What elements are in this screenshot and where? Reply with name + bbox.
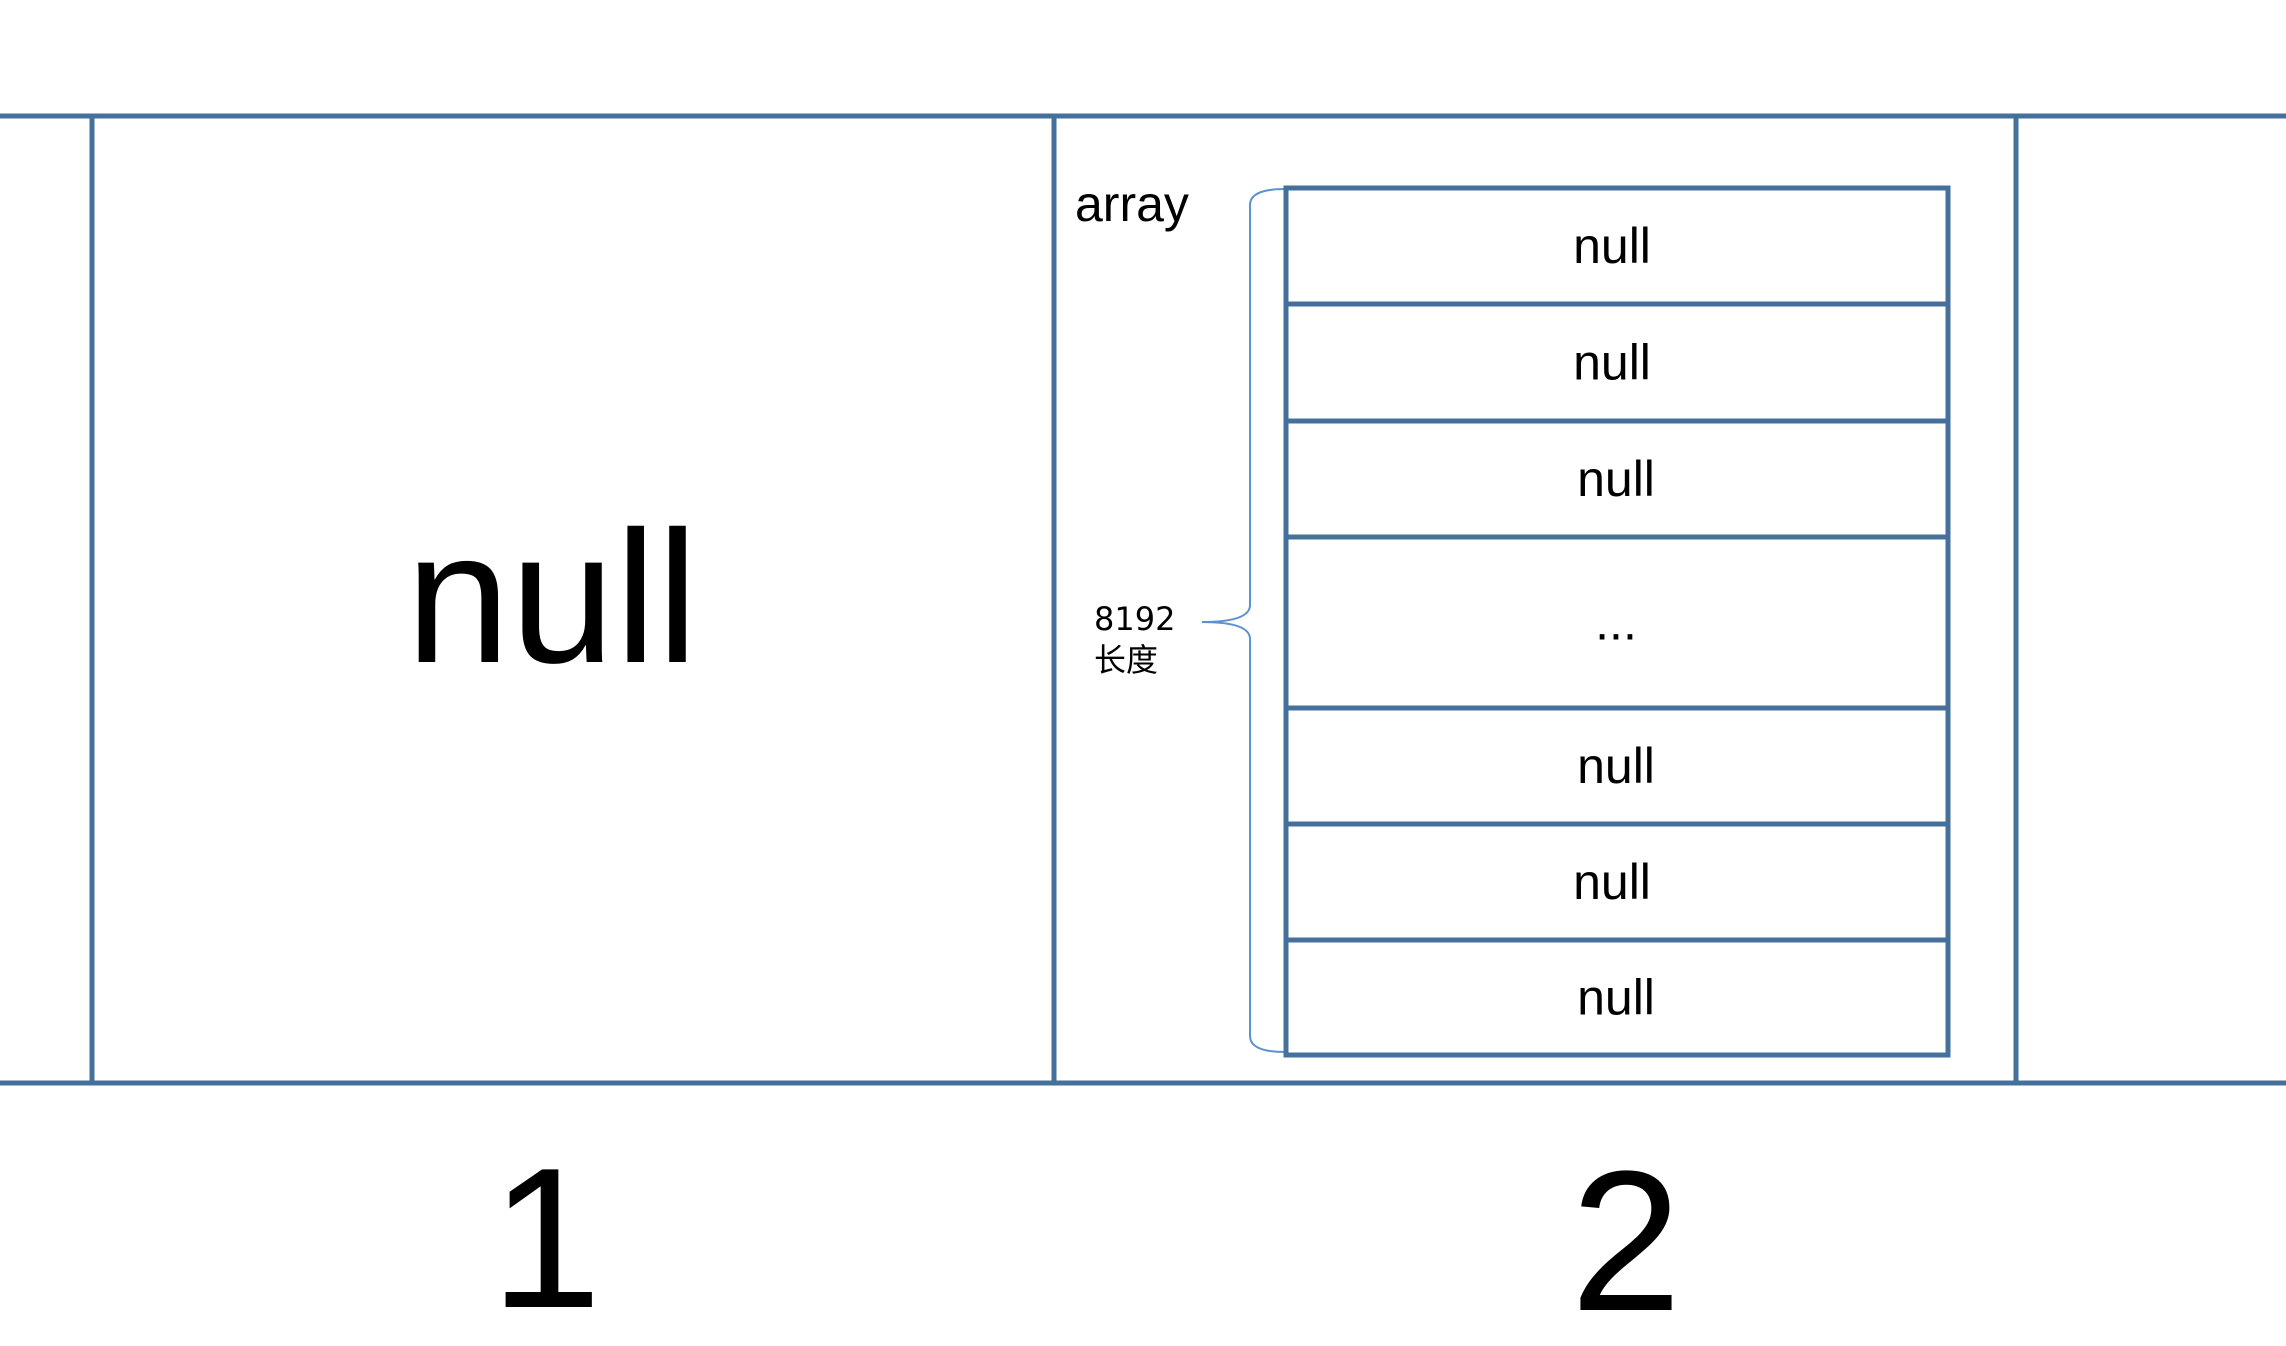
array-cell-box — [1283, 534, 1951, 711]
array-cell-box — [1283, 821, 1951, 943]
array-cell-box — [1283, 705, 1951, 827]
array-length-value: 8192 — [1094, 600, 1175, 638]
slot-1-null-value: null — [406, 492, 699, 702]
slot-1-index: 1 — [490, 1127, 601, 1346]
array-cell-null: null — [1577, 970, 1655, 1026]
array-label: array — [1075, 176, 1189, 232]
array-length-brace — [1201, 188, 1286, 1053]
array-cell-null: null — [1577, 451, 1655, 507]
array-cell-box — [1283, 937, 1951, 1058]
array-cell-null: null — [1573, 854, 1651, 910]
array-length-label: 长度 — [1094, 641, 1158, 679]
array-cell-null: null — [1577, 738, 1655, 794]
slot-2-index: 2 — [1570, 1130, 1681, 1346]
array-cell-box — [1283, 418, 1951, 540]
array-cell-ellipsis: ... — [1595, 595, 1637, 651]
array-cell-box — [1283, 185, 1951, 307]
array-cells: null null null... null null null — [1283, 185, 1951, 1058]
slot-2: array 8192 长度 nullnullnull...nullnullnul… — [1075, 176, 1951, 1346]
array-cell-null: null — [1573, 335, 1651, 391]
array-cell-null: null — [1573, 218, 1651, 274]
slot-1: null 1 — [406, 492, 699, 1346]
